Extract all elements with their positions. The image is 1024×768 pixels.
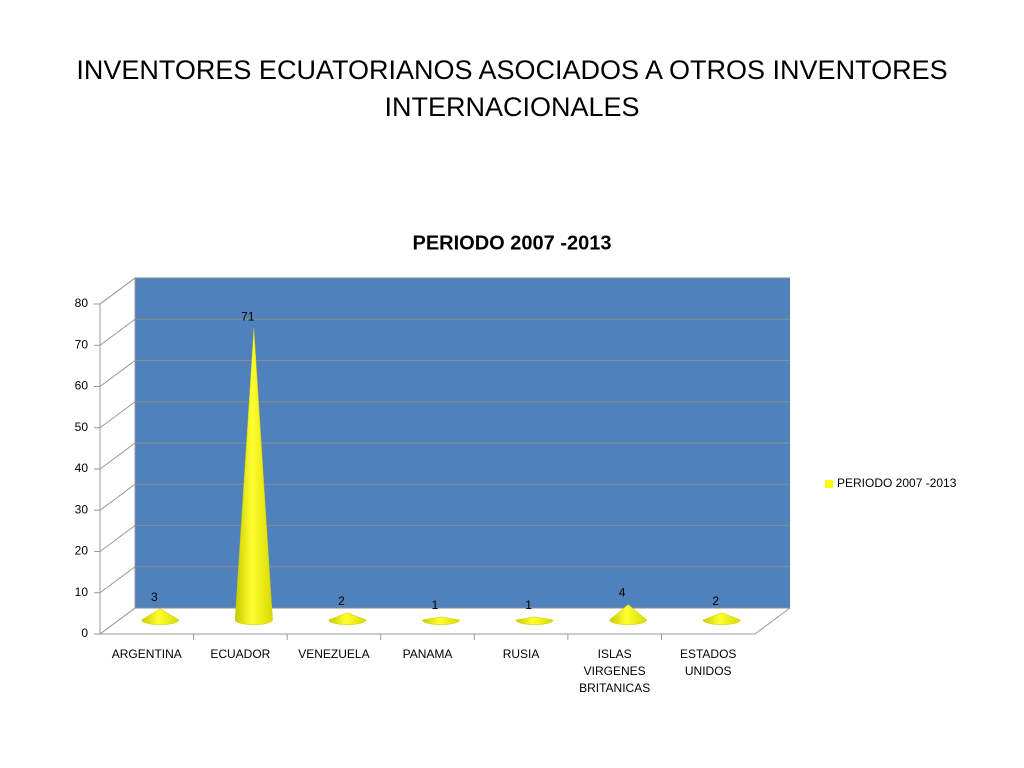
- grid-line: [99, 401, 136, 429]
- x-tick-label: ESTADOS UNIDOS: [679, 647, 737, 678]
- grid-line: [99, 318, 136, 346]
- x-tick-label: ARGENTINA: [111, 647, 182, 661]
- y-tick-label: 60: [75, 379, 89, 393]
- x-tick-label: ISLAS VIRGENES BRITANICAS: [579, 647, 651, 695]
- data-label: 1: [525, 598, 532, 612]
- data-label: 3: [151, 590, 158, 604]
- data-label: 71: [241, 309, 255, 323]
- y-tick-label: 10: [75, 585, 89, 599]
- slide-title: INVENTORES ECUATORIANOS ASOCIADOS A OTRO…: [76, 55, 948, 122]
- x-tick-label: VENEZUELA: [298, 647, 370, 661]
- grid-line: [99, 277, 136, 305]
- grid-line: [99, 566, 136, 594]
- chart-title: PERIODO 2007 -2013: [413, 232, 612, 254]
- x-tick-label: RUSIA: [502, 647, 540, 661]
- y-tick-label: 30: [75, 502, 89, 516]
- data-label: 2: [338, 594, 345, 608]
- x-tick-label: PANAMA: [402, 647, 453, 661]
- cone: [141, 608, 180, 625]
- y-tick-label: 20: [75, 544, 89, 558]
- grid-line: [99, 483, 136, 511]
- x-tick-label: ECUADOR: [210, 647, 271, 661]
- y-tick-label: 0: [81, 626, 88, 640]
- grid-line: [99, 525, 136, 552]
- data-label: 4: [619, 586, 626, 600]
- cone: [234, 328, 273, 625]
- legend-label: PERIODO 2007 -2013: [837, 476, 957, 490]
- data-label: 2: [712, 594, 719, 608]
- y-tick-label: 80: [75, 296, 89, 310]
- cone: [702, 612, 741, 625]
- y-tick-label: 70: [75, 337, 89, 351]
- grid-line: [99, 607, 136, 635]
- cone: [422, 616, 460, 625]
- y-tick-label: 50: [75, 420, 89, 434]
- cone: [328, 612, 367, 625]
- cone: [515, 616, 554, 625]
- y-tick-label: 40: [75, 461, 89, 475]
- grid-line: [99, 360, 136, 387]
- data-label: 1: [432, 598, 439, 612]
- grid-line: [99, 442, 136, 470]
- cone: [609, 604, 648, 625]
- legend-swatch: [825, 480, 833, 488]
